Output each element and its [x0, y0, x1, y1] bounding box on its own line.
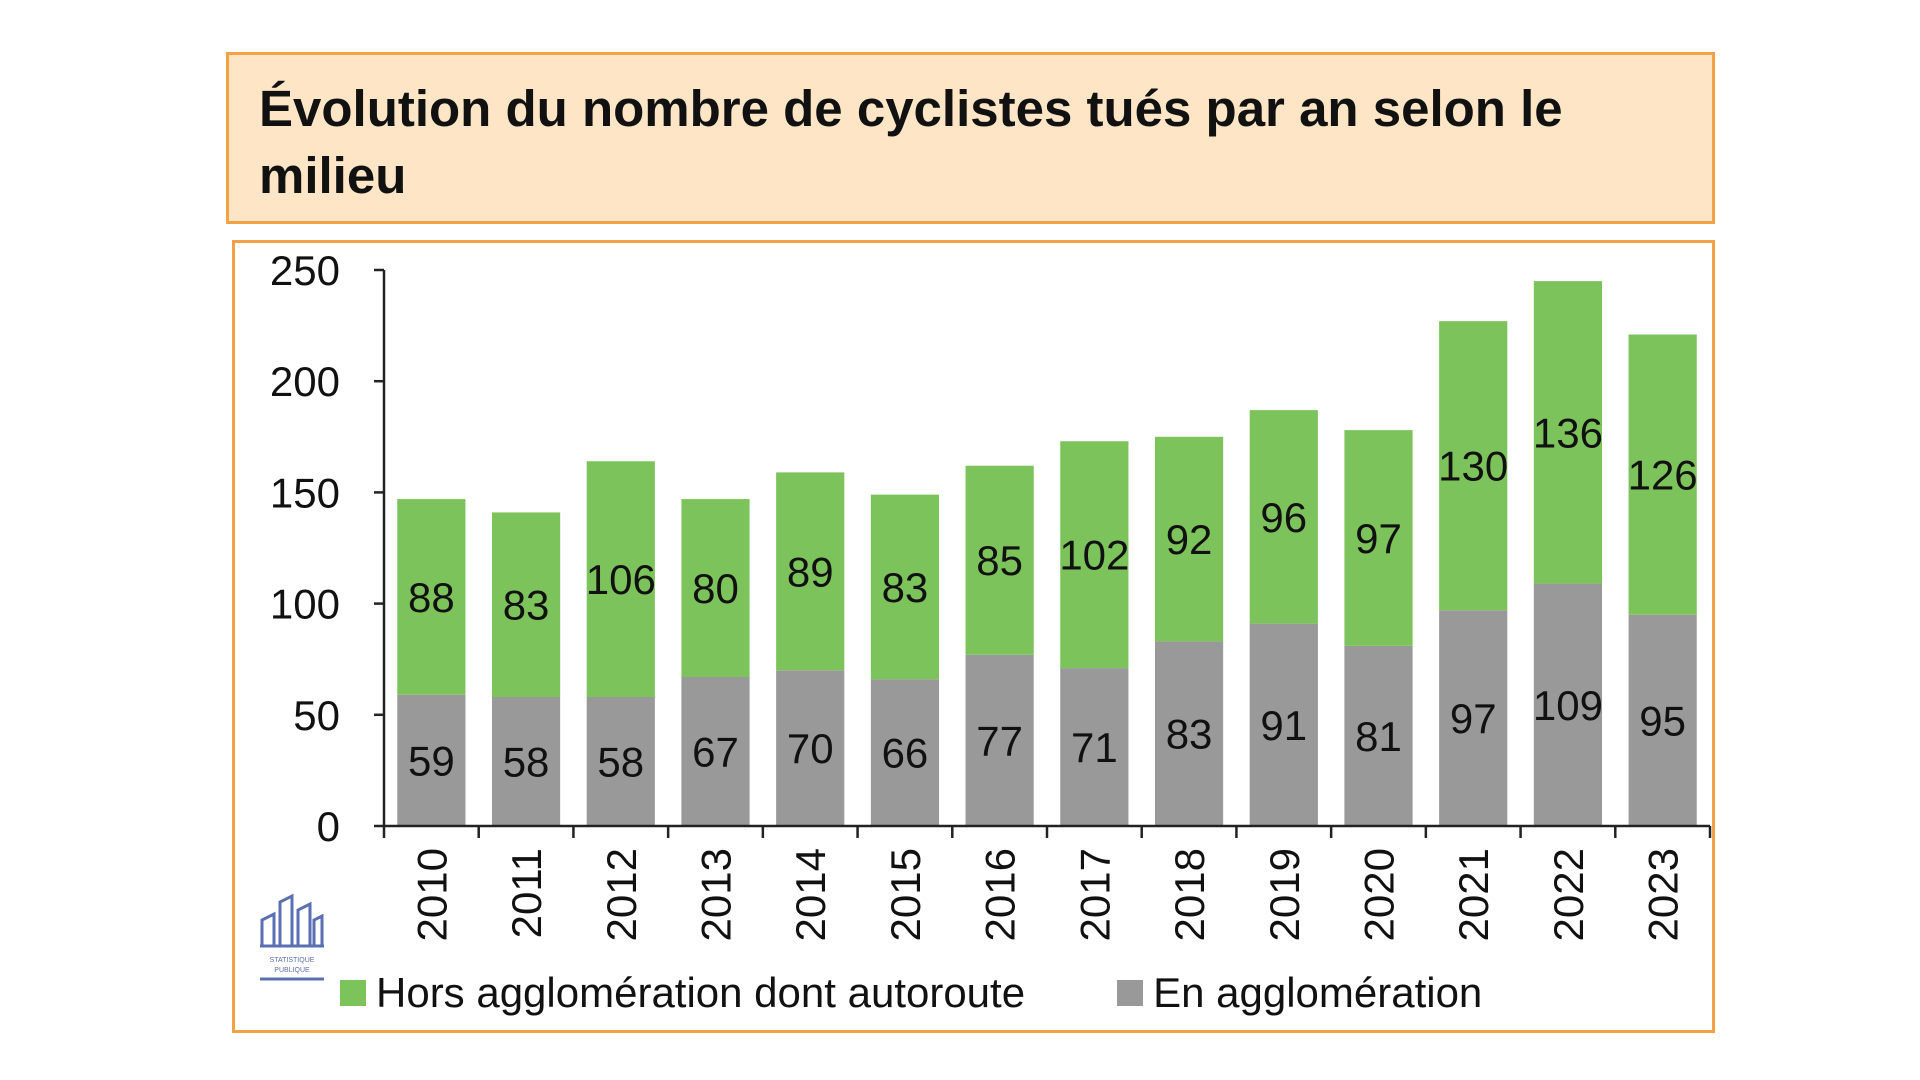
bar-hors-agglomeration-2022: [1533, 281, 1603, 584]
x-tick-label-2010: 2010: [408, 848, 455, 941]
bar-en-agglomeration-2017: [1060, 668, 1129, 826]
data-label-hors-agglomeration-2018: 92: [1166, 516, 1213, 563]
svg-text:PUBLIQUE: PUBLIQUE: [274, 967, 310, 974]
x-tick-label-2019: 2019: [1261, 848, 1308, 941]
x-tick-label-2018: 2018: [1166, 848, 1213, 941]
data-label-en-agglomeration-2012: 58: [597, 739, 644, 786]
bar-hors-agglomeration-2010: [397, 499, 466, 695]
data-label-en-agglomeration-2011: 58: [503, 739, 550, 786]
bar-en-agglomeration-2015: [870, 679, 940, 826]
bar-en-agglomeration-2014: [776, 670, 845, 826]
bar-en-agglomeration-2021: [1439, 610, 1508, 826]
data-label-hors-agglomeration-2023: 126: [1628, 452, 1698, 499]
bar-hors-agglomeration-2023: [1628, 334, 1697, 615]
y-tick-label-150: 150: [270, 469, 340, 516]
data-label-hors-agglomeration-2020: 97: [1355, 515, 1402, 562]
data-label-en-agglomeration-2019: 91: [1260, 702, 1307, 749]
data-label-hors-agglomeration-2021: 130: [1438, 443, 1508, 490]
data-label-en-agglomeration-2018: 83: [1166, 711, 1213, 758]
legend-swatch-grey: [1117, 980, 1144, 1006]
x-tick-label-2023: 2023: [1640, 848, 1687, 941]
data-label-hors-agglomeration-2013: 80: [692, 565, 739, 612]
bar-en-agglomeration-2020: [1344, 645, 1413, 826]
chart-title-box: Évolution du nombre de cyclistes tués pa…: [226, 52, 1715, 224]
bar-hors-agglomeration-2021: [1439, 321, 1508, 611]
bar-hors-agglomeration-2016: [965, 465, 1034, 655]
y-tick-label-100: 100: [270, 581, 340, 628]
data-label-en-agglomeration-2013: 67: [692, 728, 739, 775]
data-label-hors-agglomeration-2022: 136: [1533, 409, 1603, 456]
data-label-hors-agglomeration-2014: 89: [787, 548, 834, 595]
bar-en-agglomeration-2023: [1628, 614, 1697, 826]
bar-hors-agglomeration-2019: [1249, 410, 1318, 624]
data-label-en-agglomeration-2023: 95: [1639, 697, 1686, 744]
bar-en-agglomeration-2010: [397, 694, 466, 826]
svg-text:STATISTIQUE: STATISTIQUE: [270, 957, 315, 964]
x-tick-label-2022: 2022: [1545, 848, 1592, 941]
bar-en-agglomeration-2011: [491, 697, 561, 826]
data-label-en-agglomeration-2021: 97: [1450, 695, 1497, 742]
x-tick-label-2011: 2011: [503, 848, 550, 938]
x-tick-label-2012: 2012: [598, 848, 645, 941]
data-label-hors-agglomeration-2019: 96: [1260, 494, 1307, 541]
legend-swatch-green: [340, 980, 366, 1006]
data-label-hors-agglomeration-2017: 102: [1059, 532, 1129, 579]
data-label-en-agglomeration-2016: 77: [976, 717, 1023, 764]
bar-hors-agglomeration-2015: [870, 494, 940, 680]
y-tick-label-0: 0: [317, 803, 340, 850]
bar-en-agglomeration-2018: [1154, 641, 1224, 826]
x-tick-label-2020: 2020: [1356, 848, 1403, 941]
legend-label-hors-agglomeration: Hors agglomération dont autoroute: [376, 969, 1026, 1016]
bar-hors-agglomeration-2012: [586, 461, 655, 698]
bar-hors-agglomeration-2017: [1060, 441, 1129, 669]
data-label-hors-agglomeration-2010: 88: [408, 574, 455, 621]
bar-hors-agglomeration-2014: [776, 472, 845, 671]
y-tick-label-250: 250: [270, 247, 340, 294]
y-tick-label-200: 200: [270, 358, 340, 405]
chart-legend: Hors agglomération dont autoroute En agg…: [340, 965, 1482, 1021]
x-tick-label-2014: 2014: [787, 848, 834, 941]
bar-en-agglomeration-2022: [1533, 583, 1603, 826]
bar-hors-agglomeration-2018: [1154, 436, 1224, 642]
bar-hors-agglomeration-2013: [681, 499, 750, 677]
legend-label-en-agglomeration: En agglomération: [1153, 969, 1483, 1016]
x-tick-label-2013: 2013: [693, 848, 740, 941]
x-tick-label-2016: 2016: [977, 848, 1024, 941]
y-tick-label-50: 50: [293, 692, 340, 739]
chart-title: Évolution du nombre de cyclistes tués pa…: [259, 80, 1563, 204]
data-label-hors-agglomeration-2012: 106: [586, 556, 656, 603]
bar-en-agglomeration-2012: [586, 697, 655, 826]
data-label-hors-agglomeration-2015: 83: [882, 564, 929, 611]
x-tick-label-2015: 2015: [882, 848, 929, 941]
legend-item-en-agglomeration: En agglomération: [1117, 969, 1482, 1017]
data-label-hors-agglomeration-2016: 85: [976, 537, 1023, 584]
data-label-en-agglomeration-2020: 81: [1355, 713, 1402, 760]
bar-en-agglomeration-2019: [1249, 623, 1318, 826]
bar-hors-agglomeration-2020: [1344, 430, 1413, 646]
data-label-hors-agglomeration-2011: 83: [503, 582, 550, 629]
data-label-en-agglomeration-2017: 71: [1071, 724, 1118, 771]
statistique-publique-logo-icon: STATISTIQUE PUBLIQUE: [260, 893, 324, 981]
data-label-en-agglomeration-2022: 109: [1533, 682, 1603, 729]
data-label-en-agglomeration-2014: 70: [787, 725, 834, 772]
data-label-en-agglomeration-2010: 59: [408, 737, 455, 784]
data-label-en-agglomeration-2015: 66: [882, 730, 929, 777]
bar-en-agglomeration-2016: [965, 654, 1034, 826]
x-tick-label-2017: 2017: [1071, 848, 1118, 941]
legend-item-hors-agglomeration: Hors agglomération dont autoroute: [340, 969, 1025, 1017]
bar-en-agglomeration-2013: [681, 676, 750, 826]
bar-hors-agglomeration-2011: [491, 512, 561, 698]
x-tick-label-2021: 2021: [1450, 848, 1497, 941]
